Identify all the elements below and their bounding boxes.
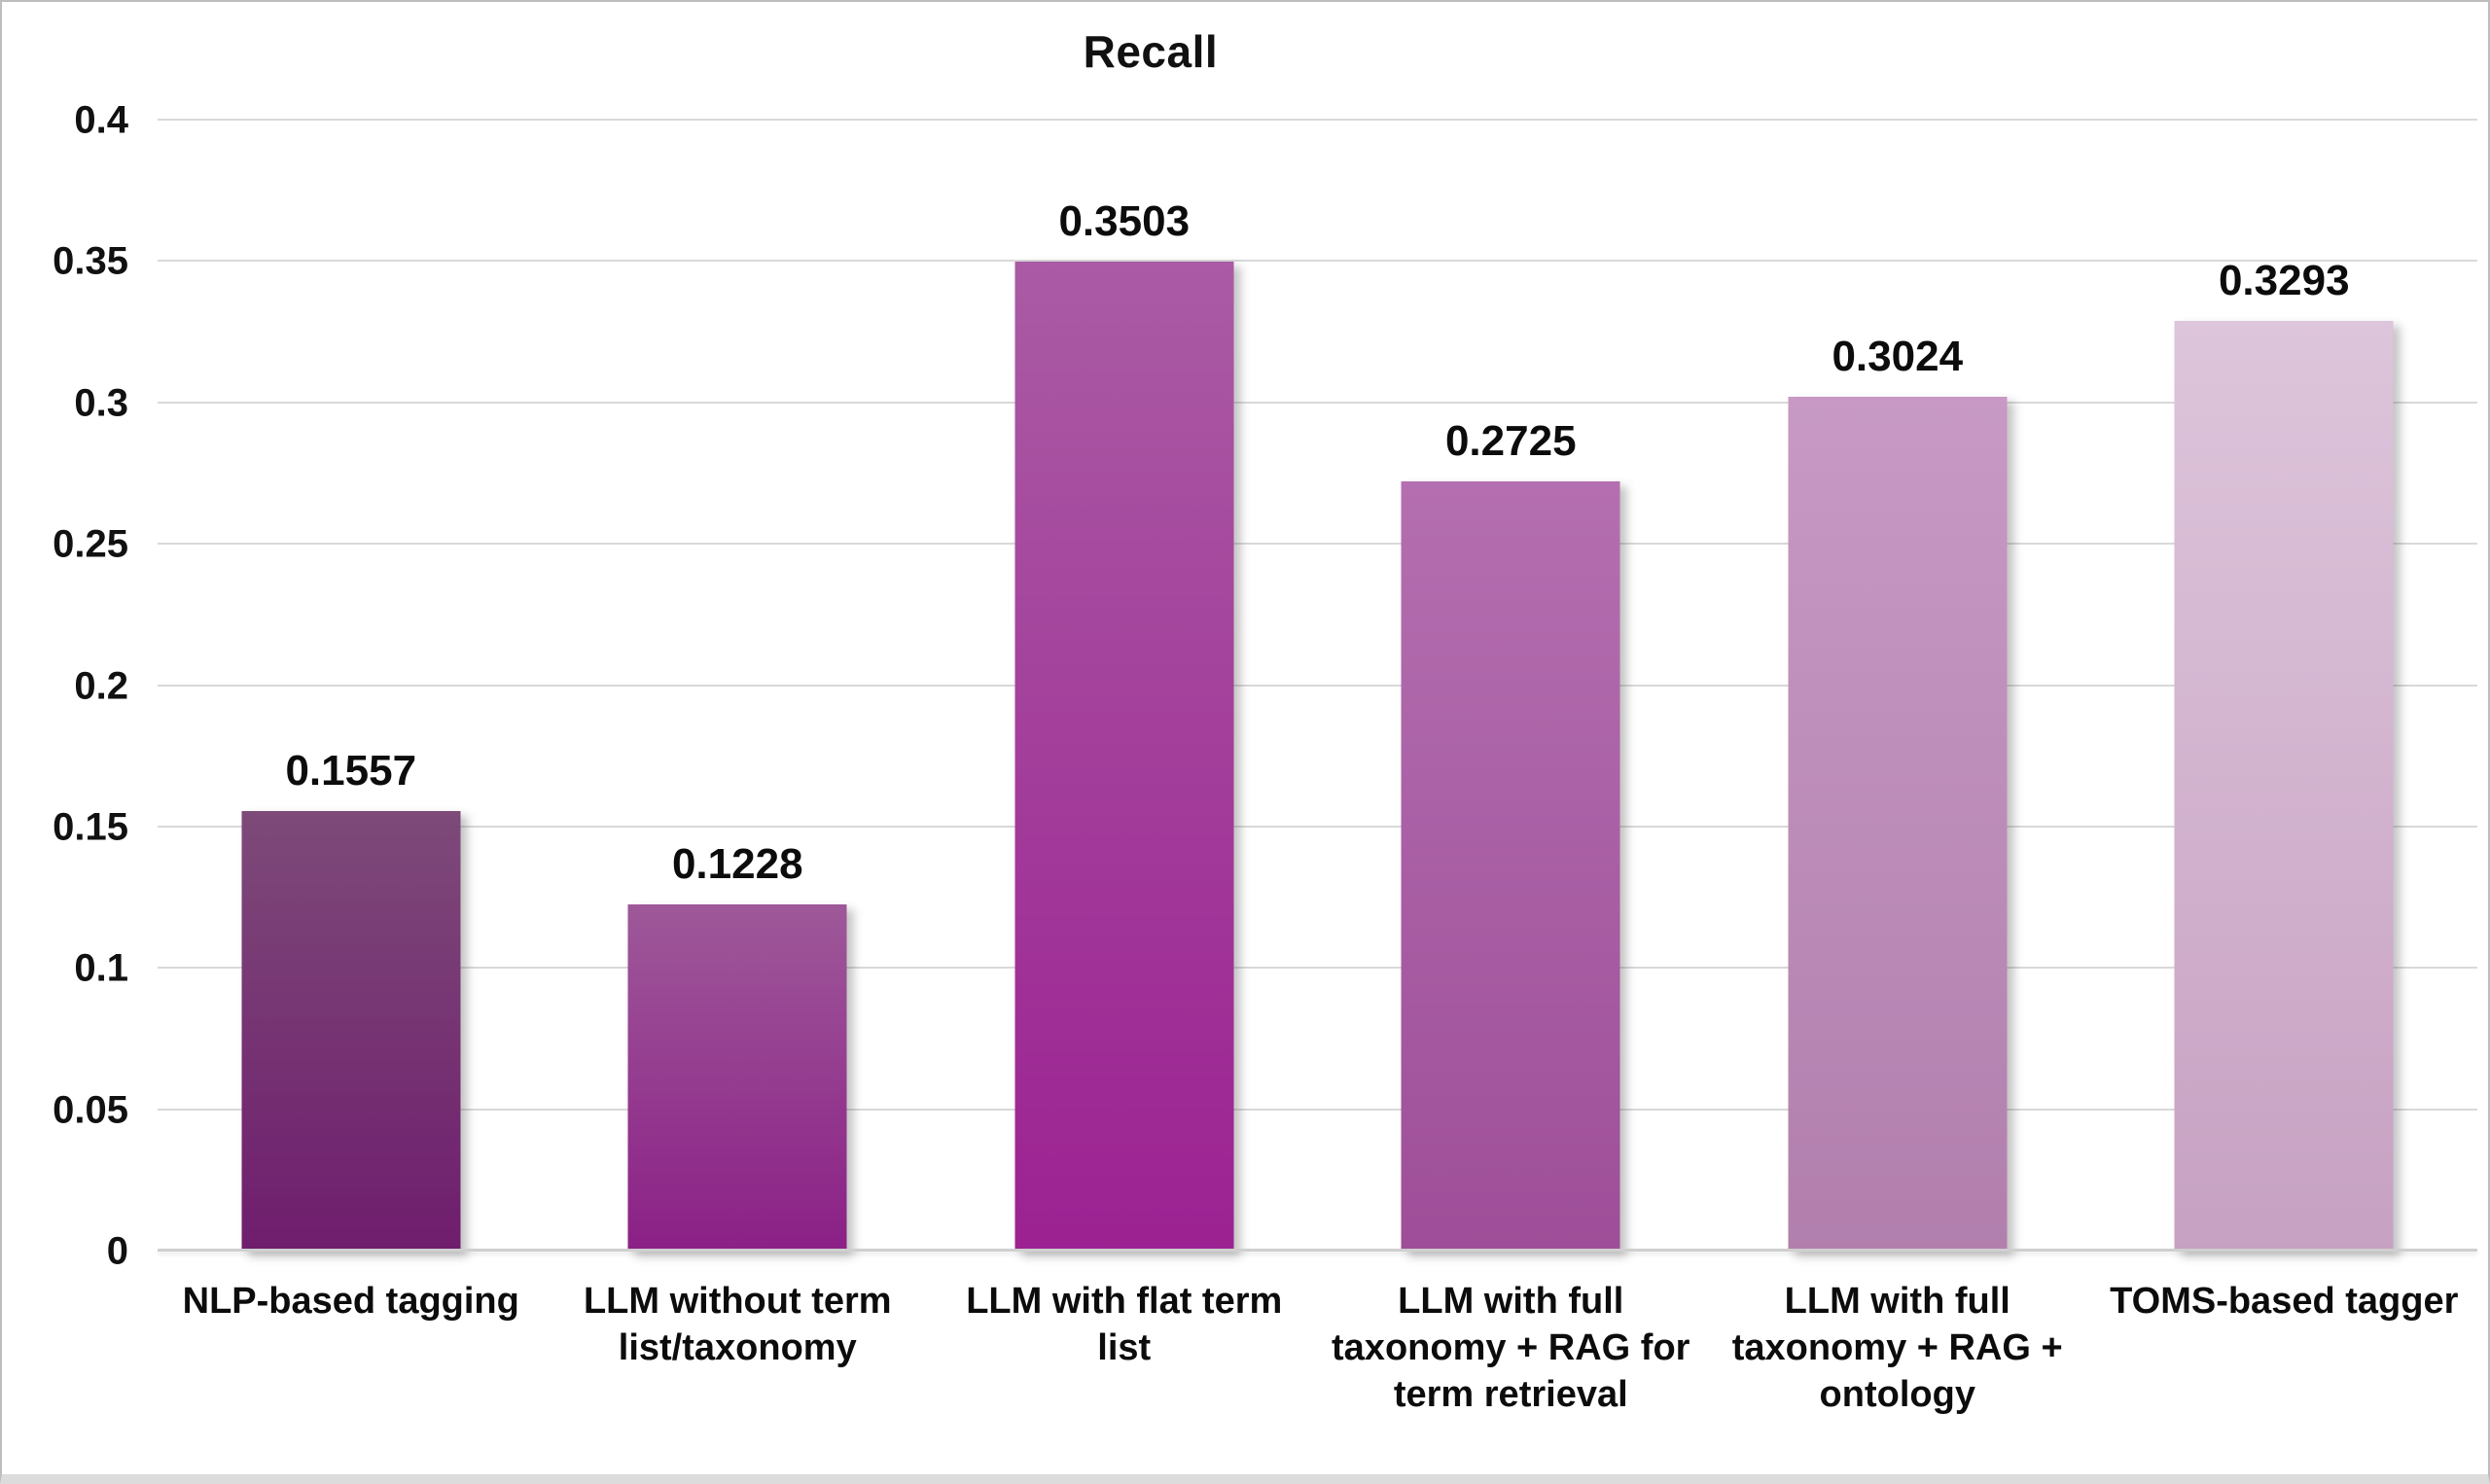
y-axis-tick-label: 0.25	[53, 522, 128, 566]
bar-value-label: 0.1557	[285, 747, 417, 795]
bar: 0.1557	[241, 747, 461, 1252]
gridline	[158, 825, 2477, 828]
chart-title: Recall	[1083, 26, 1219, 77]
y-axis-tick-label: 0.05	[53, 1088, 128, 1132]
y-axis-tick-label: 0.3	[74, 381, 128, 425]
bar: 0.1228	[627, 840, 847, 1252]
x-axis-category-label: TOMS-based tagger	[2110, 1281, 2459, 1322]
bar: 0.3293	[2174, 257, 2394, 1252]
y-axis-tick-label: 0.2	[74, 664, 128, 707]
x-axis-baseline	[158, 1249, 2477, 1252]
gridline	[158, 401, 2477, 404]
gridline	[158, 260, 2477, 263]
x-axis: NLP-based tagging LLM without term list/t…	[158, 1279, 2477, 1419]
bar-slot: 0.1228	[545, 121, 932, 1252]
bar: 0.2725	[1401, 417, 1620, 1252]
plot-area: 0.1557 0.1228 0.3503 0.2725 0.3024 0.3293	[158, 119, 2477, 1252]
bars-row: 0.1557 0.1228 0.3503 0.2725 0.3024 0.3293	[158, 121, 2477, 1252]
bar-value-label: 0.3503	[1058, 196, 1191, 245]
gridline	[158, 119, 2477, 121]
bar-slot: 0.3503	[931, 121, 1318, 1252]
gridline	[158, 543, 2477, 546]
gridline	[158, 1108, 2477, 1111]
y-axis-tick-label: 0	[106, 1229, 128, 1273]
bar-value-label: 0.3024	[1832, 332, 1964, 380]
x-axis-category-label: LLM without term list/taxonomy	[583, 1281, 892, 1368]
bar-value-label: 0.1228	[671, 839, 803, 888]
bar: 0.3024	[1788, 333, 2008, 1252]
bar-slot: 0.2725	[1318, 121, 1705, 1252]
bar-slot: 0.3024	[1704, 121, 2091, 1252]
y-axis-tick-label: 0.35	[53, 239, 128, 283]
bar-value-label: 0.2725	[1444, 416, 1577, 465]
bar-slot: 0.1557	[158, 121, 545, 1252]
y-axis-tick-label: 0.1	[74, 946, 128, 990]
y-axis: 0 0.05 0.1 0.15 0.2 0.25 0.3 0.35 0.4	[2, 99, 128, 1273]
gridline	[158, 967, 2477, 970]
x-axis-category-label: LLM with full taxonomy + RAG + ontology	[1731, 1281, 2063, 1415]
gridline	[158, 684, 2477, 687]
bar-slot: 0.3293	[2091, 121, 2478, 1252]
x-axis-category-label: LLM with flat term list	[966, 1281, 1283, 1368]
bar: 0.3503	[1014, 197, 1234, 1252]
x-axis-category-label: LLM with full taxonomy + RAG for term re…	[1332, 1281, 1690, 1415]
x-axis-category-label: NLP-based tagging	[182, 1281, 519, 1322]
y-axis-tick-label: 0.4	[74, 98, 128, 142]
bar-value-label: 0.3293	[2218, 256, 2350, 304]
y-axis-tick-label: 0.15	[53, 805, 128, 849]
